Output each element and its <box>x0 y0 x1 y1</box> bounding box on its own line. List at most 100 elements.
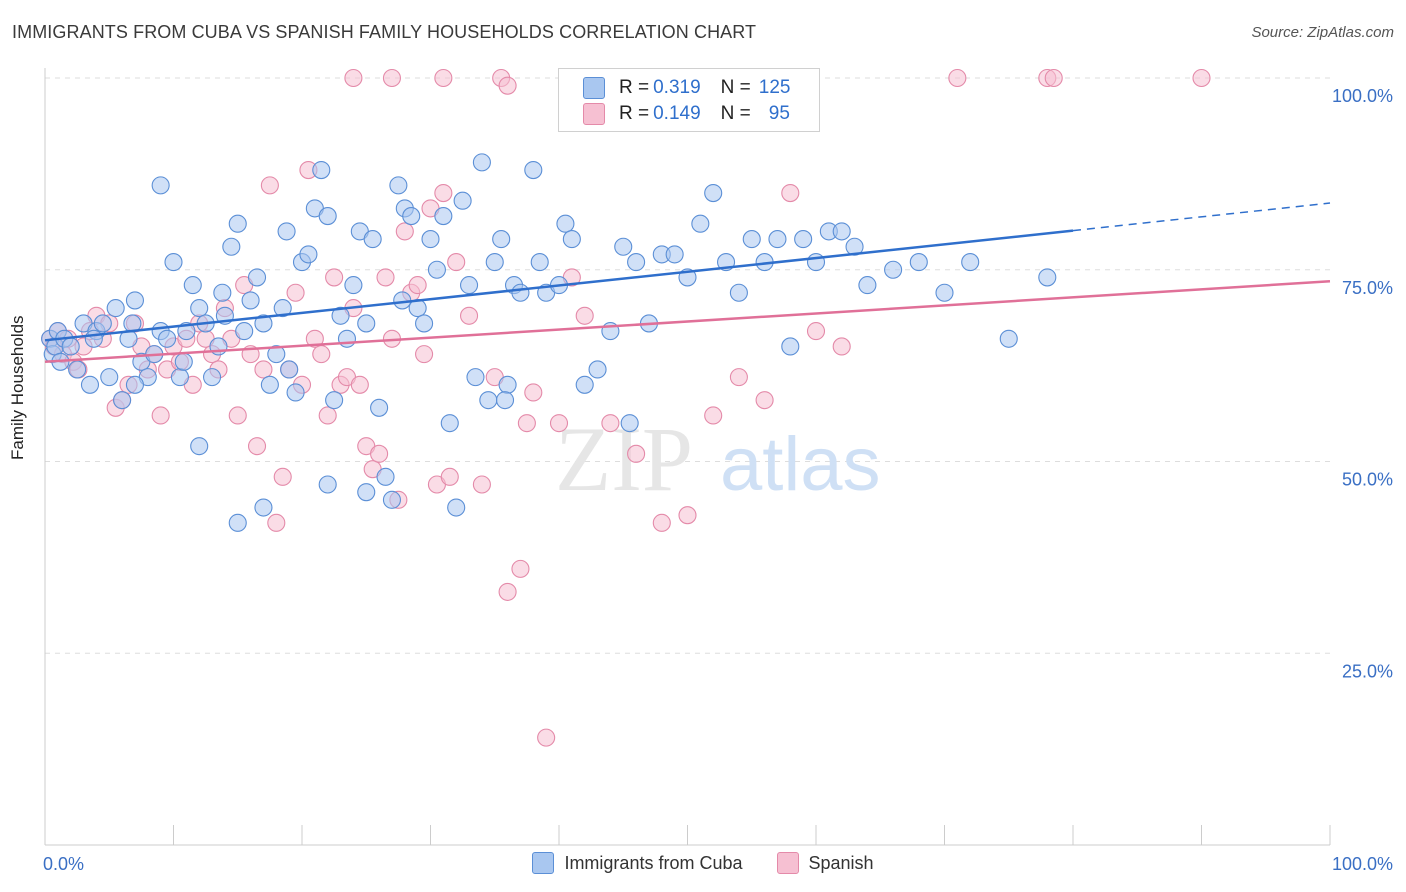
cuba-point-119 <box>357 483 376 502</box>
cuba-point-65 <box>440 414 459 433</box>
cuba-point-76 <box>511 283 530 302</box>
spanish-point-83 <box>755 391 774 410</box>
spanish-point-63 <box>434 184 453 203</box>
spanish-point-82 <box>729 368 748 387</box>
spanish-point-73 <box>537 728 556 747</box>
cuba-point-61 <box>415 314 434 333</box>
cuba-point-102 <box>806 253 826 272</box>
spanish-point-64 <box>440 467 459 486</box>
spanish-point-34 <box>247 437 267 456</box>
n-label-spanish: N = <box>720 103 751 124</box>
spanish-point-78 <box>627 444 646 463</box>
cuba-point-126 <box>495 391 515 410</box>
r-value-cuba: 0.319 <box>653 77 701 98</box>
stats-swatch-cuba <box>583 77 605 99</box>
gridlines <box>45 77 1330 654</box>
cuba-point-59 <box>402 207 421 226</box>
legend-item-cuba[interactable]: Immigrants from Cuba <box>532 852 743 874</box>
spanish-point-38 <box>273 467 292 486</box>
cuba-point-55 <box>376 467 395 486</box>
cuba-point-41 <box>286 383 305 402</box>
cuba-point-116 <box>228 513 247 532</box>
cuba-point-83 <box>575 375 594 394</box>
cuba-point-118 <box>318 475 337 494</box>
spanish-point-53 <box>370 444 389 463</box>
cuba-point-64 <box>434 207 453 226</box>
x-tick-label-0: 0.0% <box>43 854 84 874</box>
cuba-point-81 <box>556 214 575 233</box>
cuba-point-99 <box>768 230 787 249</box>
stats-legend: R = 0.319 N = 125 R = 0.149 N = 95 <box>558 68 820 132</box>
cuba-point-97 <box>742 230 761 249</box>
legend-swatch-cuba <box>532 852 555 874</box>
r-label-spanish: R = <box>619 103 650 124</box>
cuba-point-91 <box>665 245 684 264</box>
x-tick-label-100: 100.0% <box>1332 854 1393 874</box>
cuba-trend-extension <box>1072 202 1331 232</box>
cuba-point-23 <box>170 368 189 387</box>
cuba-point-104 <box>832 222 851 241</box>
cuba-point-38 <box>267 345 286 364</box>
cuba-point-47 <box>325 391 344 410</box>
cuba-point-68 <box>459 276 479 295</box>
spanish-point-81 <box>704 406 723 425</box>
spanish-trend-line <box>44 280 1331 364</box>
cuba-point-100 <box>781 337 800 356</box>
tick-labels: 25.0% 50.0% 75.0% 100.0% 0.0% 100.0% <box>43 86 1393 874</box>
cuba-point-120 <box>84 329 103 348</box>
spanish-point-37 <box>267 513 286 532</box>
cuba-point-16 <box>125 291 144 310</box>
cuba-point-43 <box>299 245 318 264</box>
cuba-point-70 <box>472 153 491 172</box>
cuba-point-50 <box>344 276 363 295</box>
cuba-trend-line <box>44 229 1074 342</box>
spanish-point-35 <box>254 360 273 379</box>
cuba-point-25 <box>183 276 202 295</box>
cuba-point-26 <box>190 299 209 318</box>
cuba-point-46 <box>318 207 337 226</box>
legend-item-spanish[interactable]: Spanish <box>776 852 874 874</box>
cuba-point-22 <box>164 253 183 272</box>
spanish-point-80 <box>678 506 697 525</box>
cuba-point-57 <box>389 176 408 195</box>
cuba-point-122 <box>174 352 193 371</box>
spanish-point-69 <box>498 582 517 601</box>
spanish-point-59 <box>408 276 427 295</box>
cuba-point-14 <box>113 391 132 410</box>
cuba-point-96 <box>729 283 748 302</box>
spanish-point-70 <box>511 559 530 578</box>
legend-label-spanish: Spanish <box>808 852 874 873</box>
spanish-point-71 <box>517 414 536 433</box>
spanish-point-46 <box>325 268 344 287</box>
stats-row-cuba: R = 0.319 N = 125 <box>583 75 790 101</box>
spanish-point-89 <box>434 68 453 88</box>
cuba-point-105 <box>845 237 864 256</box>
stats-row-spanish: R = 0.149 N = 95 <box>583 101 790 127</box>
spanish-point-40 <box>286 283 305 302</box>
spanish-point-57 <box>395 222 414 241</box>
cuba-point-108 <box>909 253 928 272</box>
cuba-point-93 <box>691 214 710 233</box>
spanish-point-45 <box>318 406 337 425</box>
cuba-point-45 <box>312 160 331 180</box>
spanish-point-74 <box>549 414 569 433</box>
spanish-point-43 <box>305 329 324 348</box>
cuba-point-11 <box>93 314 112 333</box>
bottom-legend: Immigrants from Cuba Spanish <box>0 852 1406 874</box>
spanish-point-31 <box>228 406 247 425</box>
cuba-point-66 <box>447 498 466 517</box>
cuba-point-71 <box>479 391 498 410</box>
axes <box>44 68 1331 846</box>
chart-title: IMMIGRANTS FROM CUBA VS SPANISH FAMILY H… <box>12 22 757 42</box>
legend-label-cuba: Immigrants from Cuba <box>564 852 743 873</box>
cuba-point-34 <box>241 291 260 310</box>
y-tick-label-75: 75.0% <box>1342 278 1393 298</box>
r-value-spanish: 0.149 <box>653 103 701 124</box>
spanish-point-66 <box>459 306 479 325</box>
spanish-point-50 <box>350 375 369 394</box>
cuba-point-113 <box>151 176 170 195</box>
source-label: Source: ZipAtlas.com <box>1251 24 1394 41</box>
cuba-point-48 <box>331 306 350 325</box>
n-value-cuba: 125 <box>758 77 791 98</box>
